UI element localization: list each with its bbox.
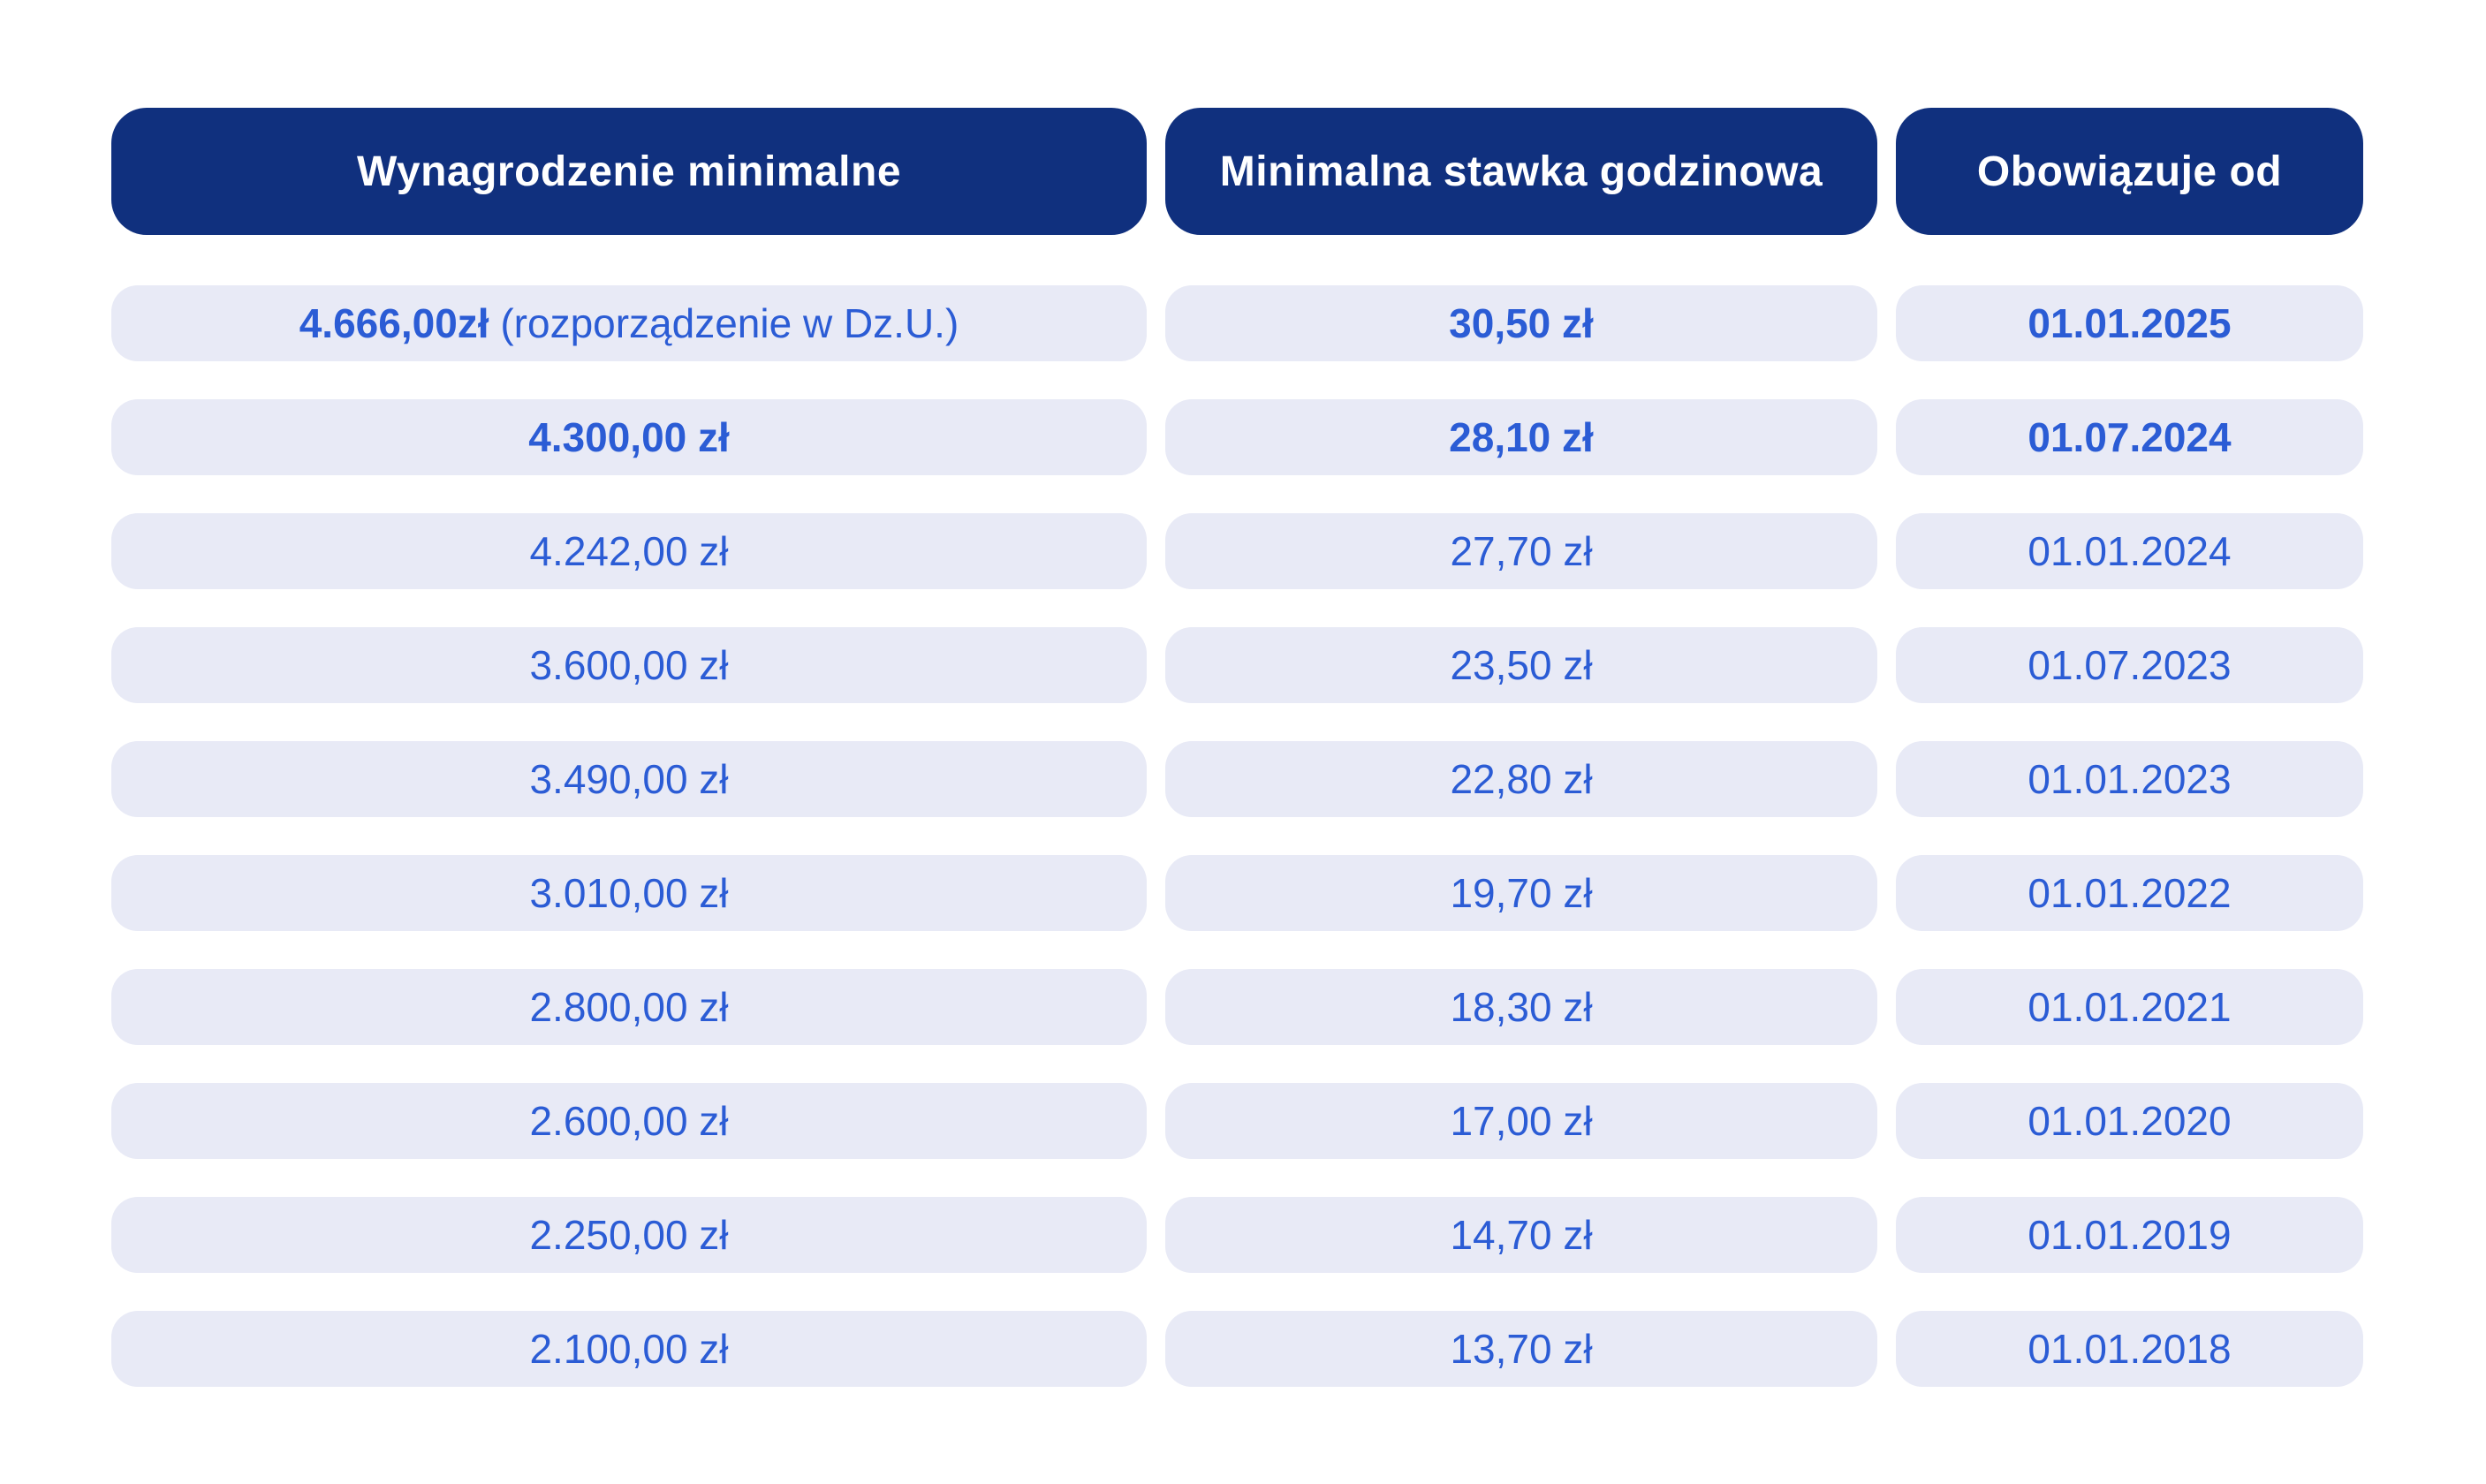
minimum-wage-value: 3.600,00 zł xyxy=(529,642,729,688)
column-header-minimum-wage: Wynagrodzenie minimalne xyxy=(111,108,1147,235)
effective-from-cell: 01.01.2018 xyxy=(1896,1311,2363,1387)
minimum-wage-value: 2.100,00 zł xyxy=(529,1326,729,1372)
effective-from-cell: 01.07.2024 xyxy=(1896,399,2363,475)
effective-from-cell: 01.01.2021 xyxy=(1896,969,2363,1045)
hourly-rate-cell: 14,70 zł xyxy=(1165,1197,1877,1273)
minimum-wage-cell: 4.666,00zł (rozporządzenie w Dz.U.) xyxy=(111,285,1147,361)
effective-from-cell: 01.01.2019 xyxy=(1896,1197,2363,1273)
minimum-wage-cell: 2.600,00 zł xyxy=(111,1083,1147,1159)
effective-from-cell: 01.01.2022 xyxy=(1896,855,2363,931)
minimum-wage-table: Wynagrodzenie minimalne Minimalna stawka… xyxy=(111,108,2363,1387)
minimum-wage-value: 2.250,00 zł xyxy=(529,1212,729,1258)
minimum-wage-cell: 3.010,00 zł xyxy=(111,855,1147,931)
column-header-hourly-rate: Minimalna stawka godzinowa xyxy=(1165,108,1877,235)
hourly-rate-cell: 17,00 zł xyxy=(1165,1083,1877,1159)
hourly-rate-cell: 27,70 zł xyxy=(1165,513,1877,589)
minimum-wage-cell: 4.300,00 zł xyxy=(111,399,1147,475)
effective-from-cell: 01.01.2025 xyxy=(1896,285,2363,361)
minimum-wage-value: 2.800,00 zł xyxy=(529,984,729,1030)
minimum-wage-value: 4.666,00zł xyxy=(299,300,489,346)
hourly-rate-cell: 22,80 zł xyxy=(1165,741,1877,817)
table-body: 4.666,00zł (rozporządzenie w Dz.U.) 30,5… xyxy=(111,285,2363,1387)
hourly-rate-cell: 19,70 zł xyxy=(1165,855,1877,931)
effective-from-cell: 01.07.2023 xyxy=(1896,627,2363,703)
effective-from-cell: 01.01.2023 xyxy=(1896,741,2363,817)
column-header-effective-from: Obowiązuje od xyxy=(1896,108,2363,235)
hourly-rate-cell: 28,10 zł xyxy=(1165,399,1877,475)
hourly-rate-cell: 18,30 zł xyxy=(1165,969,1877,1045)
minimum-wage-value: 3.010,00 zł xyxy=(529,870,729,916)
minimum-wage-cell: 3.600,00 zł xyxy=(111,627,1147,703)
minimum-wage-value: 4.300,00 zł xyxy=(528,414,730,460)
minimum-wage-value: 4.242,00 zł xyxy=(529,528,729,574)
table-header-row: Wynagrodzenie minimalne Minimalna stawka… xyxy=(111,108,2363,235)
hourly-rate-cell: 13,70 zł xyxy=(1165,1311,1877,1387)
minimum-wage-cell: 4.242,00 zł xyxy=(111,513,1147,589)
minimum-wage-cell: 2.100,00 zł xyxy=(111,1311,1147,1387)
hourly-rate-cell: 30,50 zł xyxy=(1165,285,1877,361)
minimum-wage-cell: 2.800,00 zł xyxy=(111,969,1147,1045)
minimum-wage-value: 3.490,00 zł xyxy=(529,756,729,802)
minimum-wage-note: (rozporządzenie w Dz.U.) xyxy=(489,300,959,346)
minimum-wage-cell: 3.490,00 zł xyxy=(111,741,1147,817)
minimum-wage-value: 2.600,00 zł xyxy=(529,1098,729,1144)
effective-from-cell: 01.01.2024 xyxy=(1896,513,2363,589)
hourly-rate-cell: 23,50 zł xyxy=(1165,627,1877,703)
effective-from-cell: 01.01.2020 xyxy=(1896,1083,2363,1159)
minimum-wage-cell: 2.250,00 zł xyxy=(111,1197,1147,1273)
